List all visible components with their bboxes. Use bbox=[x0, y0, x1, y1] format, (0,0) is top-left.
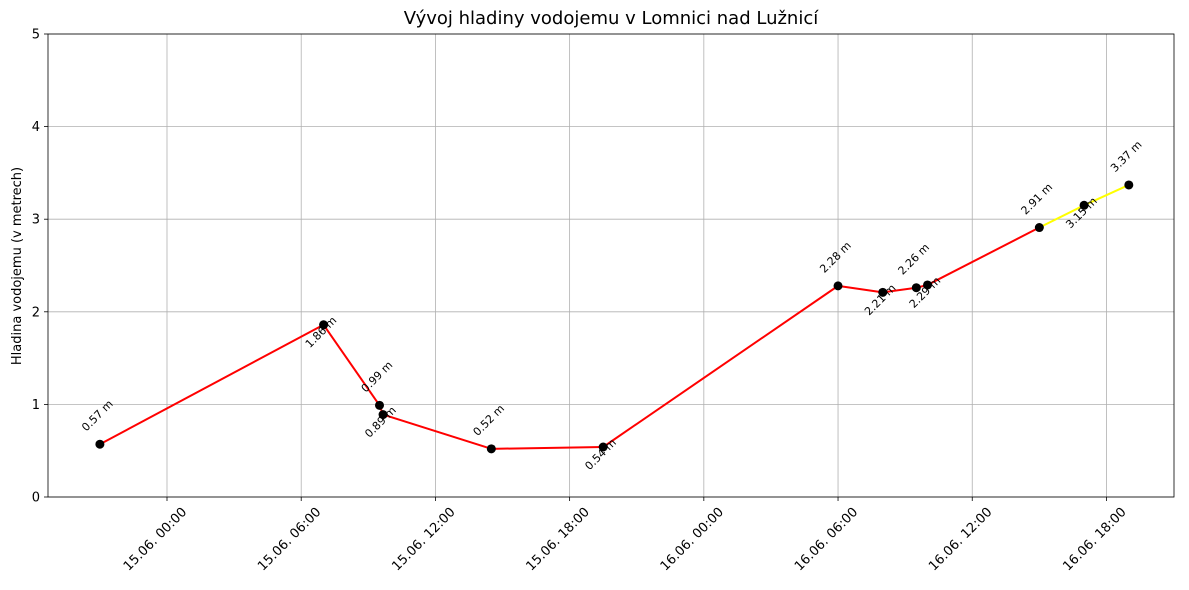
line-segment bbox=[927, 226, 1040, 286]
point bbox=[878, 287, 888, 297]
line-segment bbox=[1038, 204, 1085, 229]
chart-title: Vývoj hladiny vodojemu v Lomnici nad Luž… bbox=[404, 8, 819, 29]
data-label: 0.52 m bbox=[471, 402, 508, 439]
line-segment bbox=[491, 445, 604, 450]
x-tick-label: 16.06. 12:00 bbox=[926, 505, 995, 574]
point bbox=[319, 320, 329, 330]
x-tick-label: 16.06. 06:00 bbox=[792, 505, 861, 574]
data-label: 2.21 m bbox=[862, 282, 899, 319]
y-tick-label: 2 bbox=[32, 305, 40, 320]
data-label: 0.57 m bbox=[79, 397, 116, 434]
y-tick-label: 0 bbox=[32, 491, 40, 506]
point bbox=[378, 410, 388, 420]
data-label: 2.29 m bbox=[907, 274, 944, 311]
point bbox=[1124, 180, 1134, 190]
data-label: 2.28 m bbox=[817, 239, 854, 276]
data-label: 0.99 m bbox=[359, 359, 396, 396]
x-tick-label: 15.06. 00:00 bbox=[121, 505, 190, 574]
point bbox=[598, 442, 608, 452]
point bbox=[911, 283, 921, 293]
y-axis-label: Hladina vodojemu (v metrech) bbox=[10, 167, 25, 365]
point bbox=[95, 439, 105, 449]
y-tick-label: 5 bbox=[32, 28, 40, 43]
line-segment bbox=[837, 284, 883, 294]
line-segment bbox=[382, 413, 492, 450]
x-tick-label: 15.06. 12:00 bbox=[389, 505, 458, 574]
y-tick-label: 1 bbox=[32, 398, 40, 413]
line-segment bbox=[602, 285, 839, 448]
point bbox=[486, 444, 496, 454]
line-segment bbox=[882, 286, 917, 294]
x-tick-label: 15.06. 18:00 bbox=[524, 505, 593, 574]
point bbox=[1079, 200, 1089, 210]
point bbox=[374, 400, 384, 410]
data-label: 0.54 m bbox=[582, 436, 619, 473]
data-label: 2.26 m bbox=[896, 241, 933, 278]
plot-frame bbox=[47, 33, 1175, 498]
x-tick-label: 15.06. 06:00 bbox=[255, 505, 324, 574]
x-tick-label: 16.06. 00:00 bbox=[658, 505, 727, 574]
point bbox=[923, 280, 933, 290]
data-label: 3.37 m bbox=[1108, 138, 1145, 175]
line-segment bbox=[99, 323, 325, 446]
line-segment bbox=[1083, 184, 1130, 207]
y-tick-label: 3 bbox=[32, 213, 40, 228]
x-tick-label: 16.06. 18:00 bbox=[1060, 505, 1129, 574]
point bbox=[833, 281, 843, 291]
y-tick-label: 4 bbox=[32, 120, 40, 135]
data-label: 2.91 m bbox=[1019, 181, 1056, 218]
line-segment bbox=[322, 324, 381, 406]
point bbox=[1034, 223, 1044, 233]
